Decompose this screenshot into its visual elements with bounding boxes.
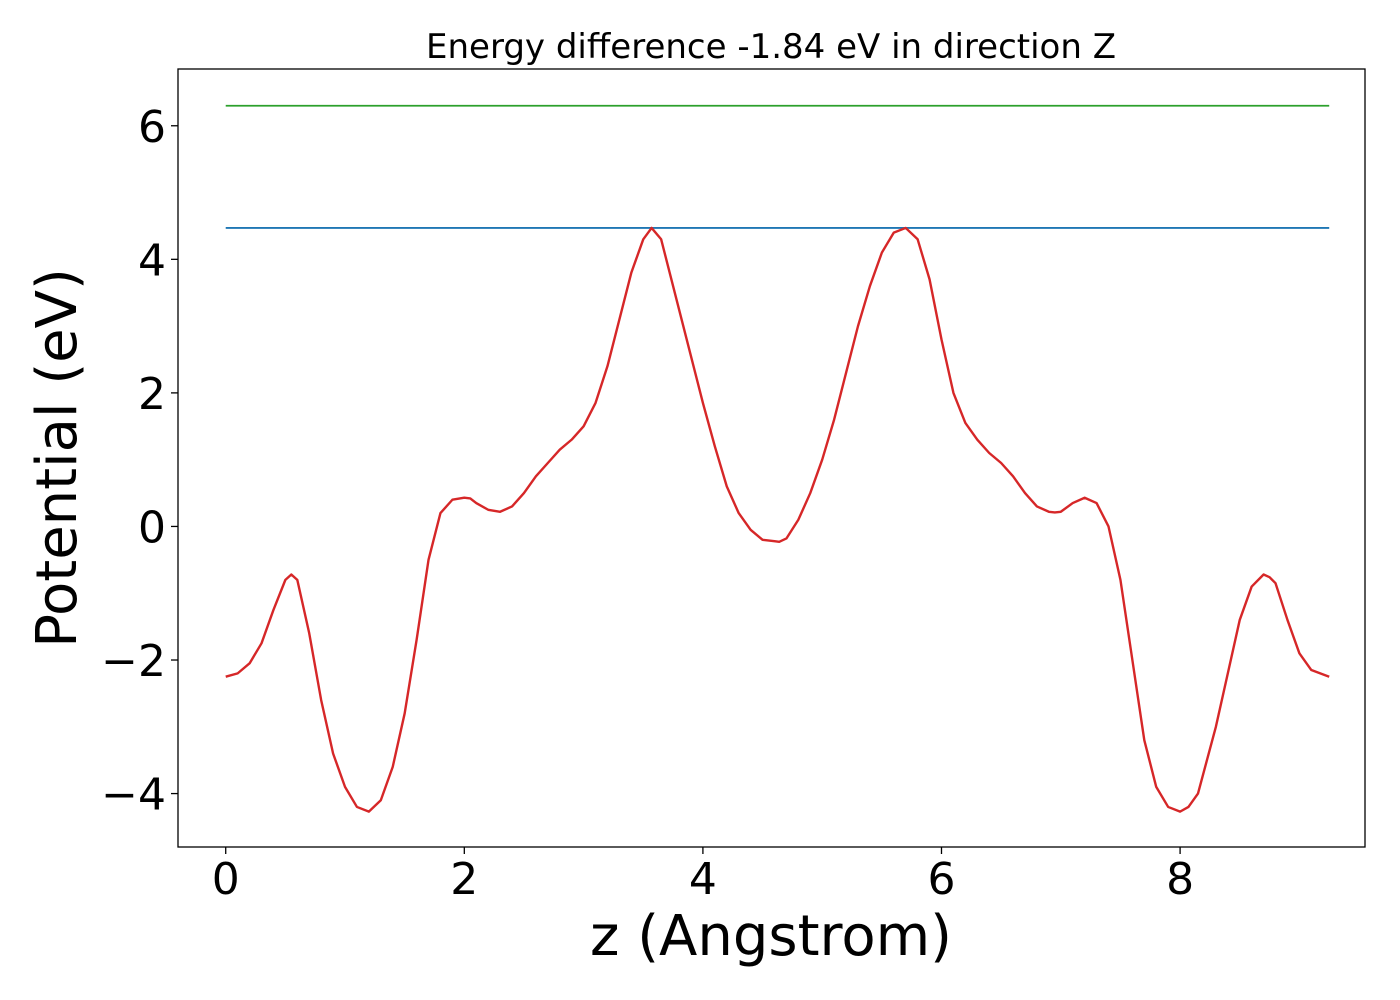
x-tick-label: 0 bbox=[212, 854, 240, 905]
x-axis-label: z (Angstrom) bbox=[590, 904, 952, 969]
x-axis-ticks: 0 2 4 6 8 bbox=[212, 847, 1194, 905]
x-tick-label: 4 bbox=[689, 854, 717, 905]
y-tick-label: −2 bbox=[101, 636, 166, 687]
y-axis-label: Potential (eV) bbox=[25, 268, 90, 648]
y-tick-label: 6 bbox=[138, 102, 166, 153]
y-tick-label: 4 bbox=[138, 235, 166, 286]
x-tick-label: 8 bbox=[1166, 854, 1194, 905]
x-tick-label: 6 bbox=[927, 854, 955, 905]
y-tick-label: 2 bbox=[138, 369, 166, 420]
y-tick-label: −4 bbox=[101, 770, 166, 821]
y-tick-label: 0 bbox=[138, 502, 166, 553]
x-tick-label: 2 bbox=[450, 854, 478, 905]
chart-title: Energy difference -1.84 eV in direction … bbox=[426, 27, 1116, 67]
series-line-2 bbox=[225, 226, 1330, 813]
series-layer bbox=[225, 104, 1330, 813]
y-axis-ticks: −4 −2 0 2 4 6 bbox=[101, 102, 178, 821]
plot-frame bbox=[177, 68, 1366, 848]
